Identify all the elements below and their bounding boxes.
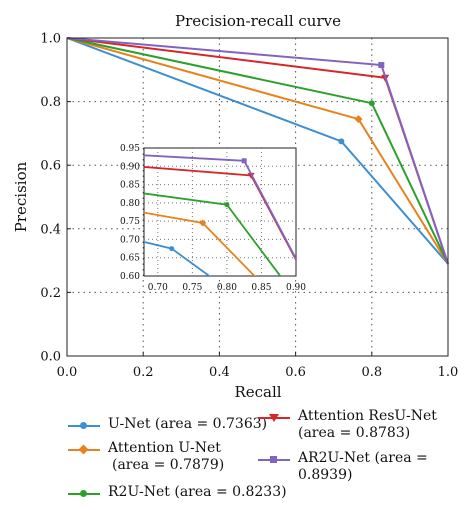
- legend-label: Attention ResU-Net (area = 0.8783): [298, 408, 437, 442]
- series-ar2u-net: [66, 37, 449, 265]
- legend-label: Attention U-Net (area = 0.7879): [108, 440, 224, 474]
- main-series: [66, 37, 449, 265]
- legend-label: R2U-Net (area = 0.8233): [108, 484, 287, 501]
- legend-item-attention-u-net: Attention U-Net (area = 0.7879): [68, 440, 224, 474]
- legend-series-name: Attention ResU-Net: [298, 408, 437, 424]
- inset-series-point: [241, 158, 247, 164]
- inset-y-tick-label: 0.75: [120, 217, 140, 227]
- series-r2u-net: [66, 37, 449, 265]
- x-axis-label: Recall: [234, 383, 281, 401]
- series-u-net: [66, 37, 449, 265]
- legend-swatch: [68, 419, 100, 433]
- legend-label: AR2U-Net (area = 0.8939): [298, 450, 470, 484]
- inset-series-ar2u-net: [144, 154, 296, 261]
- inset-x-tick-label: 0.85: [251, 283, 271, 293]
- x-tick-label: 0.8: [361, 365, 382, 380]
- legend-item-u-net: U-Net (area = 0.7363): [68, 416, 267, 433]
- y-tick-label: 0.8: [40, 95, 61, 110]
- x-tick-label: 0.4: [209, 365, 230, 380]
- legend-swatch: [68, 443, 100, 457]
- x-tick-label: 0.0: [57, 365, 78, 380]
- inset-series-point: [224, 202, 230, 208]
- legend-label: U-Net (area = 0.7363): [108, 416, 267, 433]
- series-point: [354, 115, 363, 124]
- legend-series-name: Attention U-Net: [108, 440, 221, 456]
- series-point: [338, 138, 345, 145]
- series-point: [368, 100, 375, 107]
- inset-zoom: 0.70 0.75 0.80 0.85 0.90 0.60 0.65 0.70 0.75 0.80…: [120, 144, 306, 293]
- inset-x-tick-label: 0.70: [148, 283, 168, 293]
- y-axis-label: Precision: [12, 161, 30, 232]
- inset-y-tick-label: 0.60: [120, 272, 140, 282]
- legend-swatch: [258, 453, 290, 467]
- legend-swatch: [258, 411, 290, 425]
- x-tick-label: 1.0: [438, 365, 459, 380]
- inset-series-point: [169, 246, 175, 252]
- y-tick-label: 0.6: [40, 159, 61, 174]
- inset-x-tick-label: 0.90: [286, 283, 306, 293]
- series-point: [378, 62, 385, 69]
- x-tick-label: 0.6: [285, 365, 306, 380]
- inset-y-tick-label: 0.95: [120, 144, 140, 154]
- y-tick-label: 0.0: [40, 350, 61, 365]
- inset-y-tick-label: 0.90: [120, 162, 140, 172]
- inset-frame: [143, 147, 297, 277]
- legend-swatch: [68, 487, 100, 501]
- inset-series-u-net: [144, 241, 211, 276]
- inset-y-tick-label: 0.80: [120, 199, 140, 209]
- chart-svg: Precision-recall curve Recall Precision …: [12, 12, 458, 401]
- legend-series-area: (area = 0.7879): [112, 457, 225, 473]
- inset-y-tick-label: 0.65: [120, 254, 140, 264]
- chart-title: Precision-recall curve: [175, 12, 341, 30]
- plot-frame: [66, 37, 449, 357]
- legend-series-area: (area = 0.7363): [154, 416, 268, 432]
- legend-item-ar2u-net: AR2U-Net (area = 0.8939): [258, 450, 470, 484]
- legend-series-name: R2U-Net: [108, 484, 170, 500]
- legend-item-r2u-net: R2U-Net (area = 0.8233): [68, 484, 287, 501]
- y-tick-label: 0.4: [40, 222, 61, 237]
- inset-x-tick-label: 0.75: [182, 283, 202, 293]
- legend-series-name: AR2U-Net: [298, 450, 371, 466]
- legend-series-name: U-Net: [108, 416, 151, 432]
- inset-y-tick-label: 0.70: [120, 235, 140, 245]
- legend-series-area: (area = 0.8783): [298, 425, 411, 441]
- legend: U-Net (area = 0.7363) Attention U-Net (a…: [60, 408, 470, 508]
- main-ticks: 0.0 0.2 0.4 0.6 0.8 1.0 0.0 0.2 0.4 0.6 0.8 1.0: [40, 32, 458, 381]
- inset-x-tick-label: 0.80: [217, 283, 237, 293]
- legend-series-area: (area = 0.8939): [298, 450, 428, 483]
- legend-item-attention-resu-net: Attention ResU-Net (area = 0.8783): [258, 408, 437, 442]
- inset-series-point: [199, 219, 207, 227]
- legend-series-area: (area = 0.8233): [174, 484, 287, 500]
- y-tick-label: 0.2: [40, 286, 61, 301]
- y-tick-label: 1.0: [40, 32, 61, 47]
- inset-series-point: [247, 172, 255, 179]
- inset-y-tick-label: 0.85: [120, 181, 140, 191]
- main-grid: [67, 38, 448, 356]
- inset-series-attention-u-net: [144, 211, 256, 276]
- inset-series-r2u-net: [144, 192, 282, 276]
- series-attention-u-net: [66, 37, 449, 265]
- inset-series: [144, 154, 296, 276]
- x-tick-label: 0.2: [133, 365, 154, 380]
